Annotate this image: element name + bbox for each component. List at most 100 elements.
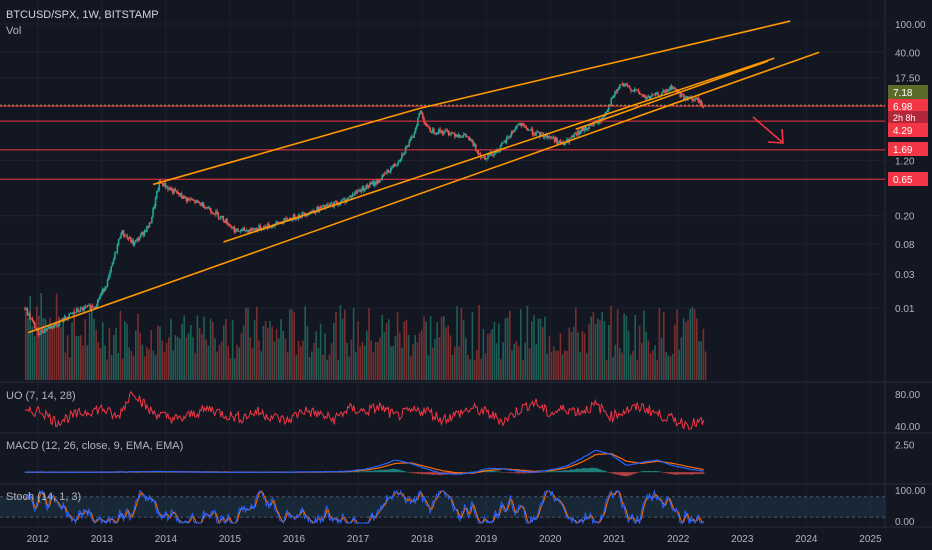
volume-bar [377, 341, 379, 380]
macd-histogram-bar [643, 470, 646, 473]
volume-bar [359, 346, 361, 380]
macd-histogram-bar [616, 472, 619, 475]
volume-bar [460, 307, 463, 380]
candle-body [550, 136, 552, 138]
volume-bar [385, 323, 388, 380]
candle-body [626, 84, 629, 86]
macd-histogram-bar [403, 471, 406, 473]
volume-bar [181, 323, 183, 380]
candle-body [625, 83, 627, 85]
candle-body [578, 130, 581, 135]
volume-bar [443, 316, 445, 380]
candle-body [192, 200, 195, 202]
candle-body [503, 141, 505, 143]
volume-bar [322, 354, 324, 380]
volume-bar [542, 327, 544, 380]
candle-body [53, 323, 56, 326]
macd-histogram-bar [541, 472, 543, 473]
candle-body [372, 182, 375, 186]
macd-histogram-bar [579, 468, 582, 473]
macd-histogram-bar [632, 472, 635, 475]
volume-bar [291, 309, 293, 380]
macd-histogram-bar [647, 470, 649, 473]
macd-histogram-bar [415, 472, 418, 474]
macd-histogram-bar [408, 472, 410, 473]
macd-histogram-bar [409, 472, 412, 473]
candle-body [612, 96, 615, 98]
volume-bar [346, 342, 348, 380]
macd-histogram-bar [640, 471, 642, 473]
volume-bar [678, 349, 680, 380]
volume-bar [227, 346, 229, 380]
candle-body [535, 131, 537, 136]
candle-body [447, 130, 450, 136]
volume-bar [500, 359, 502, 380]
candle-body [656, 92, 658, 94]
macd-histogram-bar [462, 472, 465, 473]
macd-histogram-bar [340, 472, 343, 473]
candle-body [467, 136, 470, 138]
candle-body [681, 94, 684, 96]
volume-bar [586, 353, 588, 380]
candle-body [521, 123, 524, 125]
candle-body [385, 173, 387, 175]
macd-histogram-bar [615, 472, 617, 475]
volume-bar [381, 315, 383, 380]
volume-bar [363, 345, 366, 380]
macd-histogram-bar [562, 470, 564, 473]
volume-bar [286, 352, 289, 380]
candle-body [151, 216, 153, 224]
macd-histogram-bar [574, 469, 577, 473]
volume-bar [326, 359, 328, 380]
volume-bar [269, 321, 271, 380]
macd-histogram-bar [567, 470, 569, 473]
volume-bar [355, 352, 357, 380]
volume-bar [445, 327, 447, 380]
macd-histogram-bar [365, 470, 367, 473]
candle-body [101, 288, 104, 293]
macd-histogram-bar [427, 472, 429, 475]
candle-body [115, 252, 117, 254]
macd-histogram-bar [337, 472, 339, 473]
macd-histogram-bar [159, 472, 162, 473]
macd-histogram-bar [590, 467, 593, 473]
volume-bar [271, 326, 273, 380]
volume-bar [297, 341, 300, 380]
volume-bar [231, 319, 234, 380]
macd-histogram-bar [509, 472, 511, 474]
candle-body [463, 133, 466, 135]
stoch-tick-label-1: 0.00 [895, 517, 915, 528]
candle-body [199, 202, 201, 204]
macd-histogram-bar [561, 470, 563, 473]
candle-body [619, 84, 621, 88]
volume-bar [535, 343, 537, 380]
candle-body [663, 90, 666, 92]
macd-histogram-bar [624, 472, 626, 477]
candle-body [266, 223, 269, 229]
candle-body [349, 195, 351, 197]
volume-bar [434, 338, 436, 380]
macd-histogram-bar [621, 472, 624, 476]
macd-histogram-bar [174, 472, 176, 473]
volume-bar [627, 330, 630, 380]
volume-bar [689, 308, 691, 380]
candle-body [435, 132, 438, 134]
volume-bar [531, 321, 533, 380]
candle-body [609, 104, 611, 106]
volume-bar [564, 350, 566, 380]
macd-histogram-bar [361, 471, 364, 473]
macd-histogram-bar [702, 472, 705, 475]
volume-bar [95, 329, 97, 380]
x-tick-label-2017: 2017 [347, 534, 370, 545]
volume-bar [306, 326, 309, 380]
candle-body [316, 207, 318, 213]
candle-body [56, 324, 58, 326]
volume-bar [608, 324, 610, 380]
candle-body [202, 202, 205, 208]
candle-body [401, 153, 403, 159]
macd-histogram-bar [491, 470, 493, 473]
macd-histogram-bar [625, 472, 627, 477]
candle-body [110, 266, 113, 272]
candle-body [351, 194, 354, 198]
